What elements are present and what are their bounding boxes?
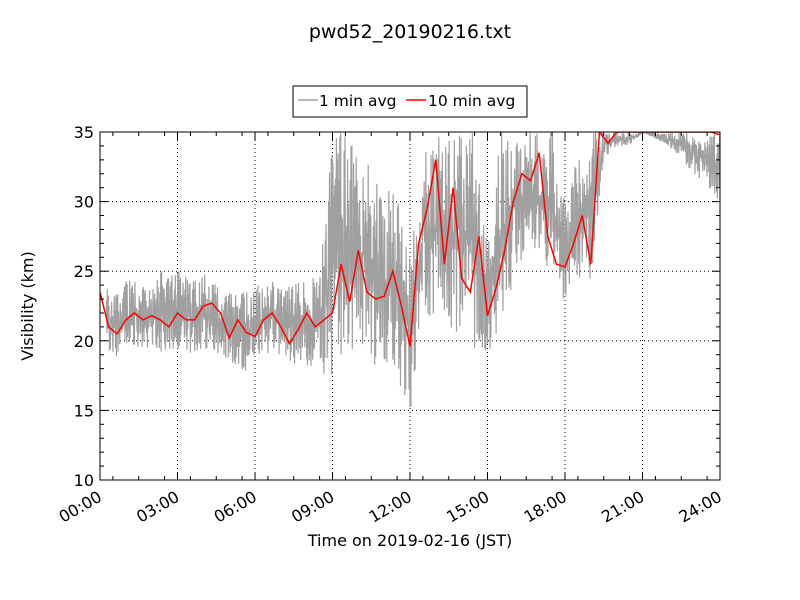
x-tick-label: 24:00 [676,487,725,527]
legend-label-10min: 10 min avg [428,92,515,110]
chart-title: pwd52_20190216.txt [309,21,511,43]
x-tick-label: 18:00 [521,487,570,527]
y-axis-label: Visibility (km) [18,251,37,360]
x-tick-label: 03:00 [133,487,182,527]
y-tick-label: 20 [74,332,94,351]
x-tick-label: 06:00 [211,487,260,527]
y-tick-label: 35 [74,123,94,142]
x-tick-label: 09:00 [288,487,337,527]
series-layer [100,132,720,408]
y-tick-label: 30 [74,193,94,212]
x-tick-labels: 00:00 03:00 06:00 09:00 12:00 15:00 18:00 21:00… [56,487,725,527]
y-tick-labels: 10 15 20 25 30 35 [74,123,94,490]
x-tick-label: 00:00 [56,487,105,527]
x-tick-label: 15:00 [443,487,492,527]
x-tick-label: 21:00 [598,487,647,527]
grid [100,132,720,480]
series-line-10min-avg [100,132,720,347]
legend-label-1min: 1 min avg [319,92,396,110]
x-axis-label: Time on 2019-02-16 (JST) [307,531,512,550]
legend: 1 min avg 10 min avg [292,85,528,118]
plot-area: 10 15 20 25 30 35 00:00 03:00 06:00 09:00 12:00 15… [56,123,725,527]
legend-frame [292,85,528,118]
x-tick-label: 12:00 [366,487,415,527]
plot-frame [99,131,721,481]
y-tick-label: 10 [74,471,94,490]
y-tick-label: 25 [74,262,94,281]
y-tick-label: 15 [74,401,94,420]
